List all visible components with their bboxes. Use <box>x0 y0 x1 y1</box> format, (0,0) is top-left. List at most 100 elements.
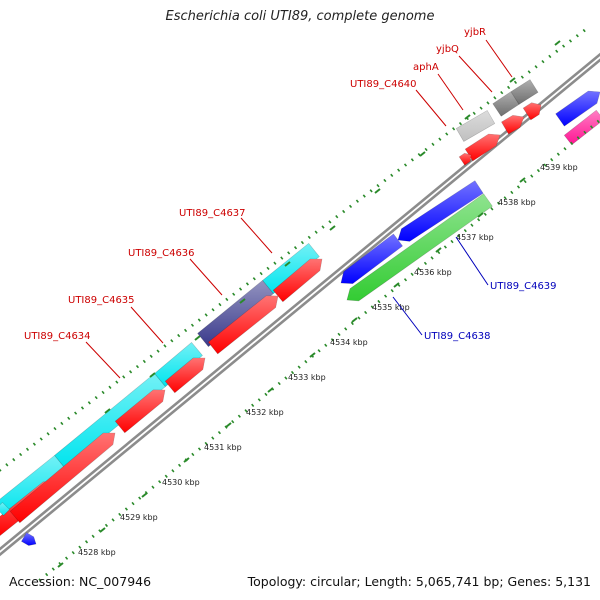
tick-mark <box>288 252 290 254</box>
tick-mark <box>178 334 180 336</box>
tick-mark <box>480 107 482 109</box>
leader-line <box>459 56 492 92</box>
tick-mark <box>179 464 181 466</box>
tick-mark <box>185 329 187 331</box>
tick-mark <box>439 138 441 140</box>
tick-mark <box>385 295 387 297</box>
tick-mark <box>72 552 74 554</box>
tick-mark <box>219 303 221 305</box>
gene-label-uti89_c4634: UTI89_C4634 <box>24 331 91 342</box>
major-tick <box>142 493 147 497</box>
tick-mark <box>199 448 201 450</box>
tick-mark <box>152 486 154 488</box>
tick-label-4539-kbp: 4539 kbp <box>540 163 578 172</box>
tick-label-4536-kbp: 4536 kbp <box>414 268 452 277</box>
tick-mark <box>531 175 533 177</box>
tick-mark <box>106 524 108 526</box>
tick-mark <box>405 279 407 281</box>
tick-mark <box>460 122 462 124</box>
tick-label-4528-kbp: 4528 kbp <box>78 548 116 557</box>
tick-mark <box>298 366 300 368</box>
major-tick <box>100 528 105 532</box>
leader-line <box>438 74 463 110</box>
tick-mark <box>471 224 473 226</box>
tick-mark <box>551 159 553 161</box>
gene-label-uti89_c4638: UTI89_C4638 <box>424 331 491 342</box>
tick-mark <box>102 391 104 393</box>
tick-mark <box>27 448 29 450</box>
tick-mark <box>68 417 70 419</box>
tick-mark <box>363 195 365 197</box>
tick-mark <box>132 502 134 504</box>
tick-mark <box>322 226 324 228</box>
tick-mark <box>325 344 327 346</box>
tick-mark <box>281 257 283 259</box>
gene-uti89-c4634 <box>10 433 115 523</box>
tick-mark <box>343 210 345 212</box>
major-tick <box>420 152 425 156</box>
major-tick <box>352 318 357 322</box>
tick-mark <box>464 229 466 231</box>
gene-label-yjbr: yjbR <box>464 27 486 38</box>
tick-mark <box>172 470 174 472</box>
tick-mark <box>75 412 77 414</box>
tick-mark <box>47 433 49 435</box>
tick-mark <box>52 568 54 570</box>
tick-mark <box>260 272 262 274</box>
tick-mark <box>411 159 413 161</box>
tick-mark <box>432 143 434 145</box>
tick-mark <box>258 399 260 401</box>
tick-mark <box>218 431 220 433</box>
tick-mark <box>125 508 127 510</box>
leader-line <box>131 307 163 343</box>
tick-mark <box>345 328 347 330</box>
gene-label-apha: aphA <box>413 62 439 73</box>
tick-label-4535-kbp: 4535 kbp <box>372 303 410 312</box>
tick-mark <box>350 205 352 207</box>
tick-mark <box>130 371 132 373</box>
tick-mark <box>308 236 310 238</box>
gene-label-uti89_c4640: UTI89_C4640 <box>350 79 417 90</box>
tick-mark <box>556 50 558 52</box>
major-tick <box>268 388 273 392</box>
tick-mark <box>82 407 84 409</box>
tick-mark <box>487 102 489 104</box>
tick-mark <box>295 247 297 249</box>
tick-label-4530-kbp: 4530 kbp <box>162 478 200 487</box>
tick-mark <box>40 438 42 440</box>
tick-mark <box>267 267 269 269</box>
tick-mark <box>192 453 194 455</box>
tick-mark <box>444 246 446 248</box>
tick-mark <box>336 216 338 218</box>
tick-mark <box>61 422 63 424</box>
tick-label-4537-kbp: 4537 kbp <box>456 233 494 242</box>
tick-mark <box>86 541 88 543</box>
tick-mark <box>285 377 287 379</box>
tick-mark <box>356 200 358 202</box>
tick-mark <box>20 453 22 455</box>
tick-mark <box>95 396 97 398</box>
tick-mark <box>370 190 372 192</box>
tick-mark <box>240 288 242 290</box>
tick-mark <box>274 262 276 264</box>
tick-mark <box>171 340 173 342</box>
tick-mark <box>453 128 455 130</box>
outer-tick-rail <box>0 29 585 471</box>
tick-mark <box>384 179 386 181</box>
tick-mark <box>66 557 68 559</box>
tick-mark <box>238 415 240 417</box>
tick-mark <box>226 298 228 300</box>
tick-mark <box>137 365 139 367</box>
tick-mark <box>391 290 393 292</box>
tick-label-4531-kbp: 4531 kbp <box>204 443 242 452</box>
tick-mark <box>377 185 379 187</box>
tick-mark <box>123 376 125 378</box>
tick-mark <box>253 278 255 280</box>
tick-mark <box>358 317 360 319</box>
leader-line <box>486 40 512 77</box>
tick-label-4529-kbp: 4529 kbp <box>120 513 158 522</box>
tick-mark <box>305 360 307 362</box>
tick-mark <box>139 497 141 499</box>
tick-mark <box>338 333 340 335</box>
tick-mark <box>528 71 530 73</box>
